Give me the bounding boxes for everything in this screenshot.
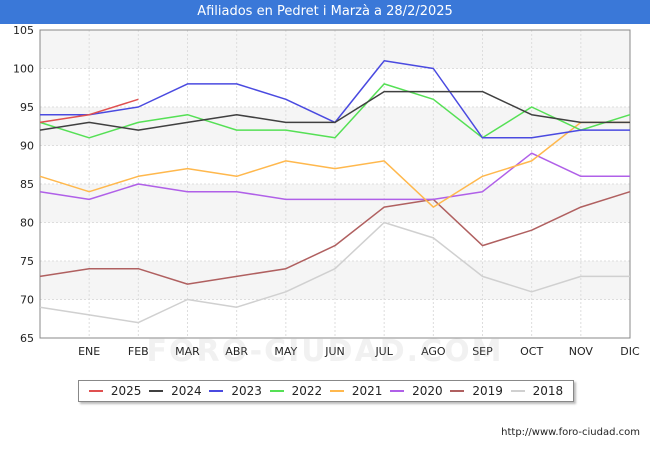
legend-swatch [149, 390, 164, 392]
x-tick-label: DIC [620, 345, 640, 358]
legend-item-2023: 2023 [209, 384, 262, 398]
y-tick-label: 65 [20, 332, 34, 345]
legend-label: 2019 [472, 384, 503, 398]
legend-label: 2021 [351, 384, 383, 398]
x-tick-label: JUN [324, 345, 345, 358]
y-tick-label: 80 [20, 217, 34, 230]
y-tick-label: 90 [20, 140, 34, 153]
y-tick-label: 70 [20, 294, 34, 307]
legend-swatch [269, 390, 284, 392]
series-line-2021 [39, 121, 630, 208]
series-line-2020 [39, 152, 630, 201]
series-lines [39, 60, 631, 324]
x-tick-label: ENE [78, 345, 100, 358]
x-tick-label: FEB [128, 345, 149, 358]
series-line-2025 [39, 98, 139, 124]
legend-swatch [510, 390, 525, 392]
source-link[interactable]: http://www.foro-ciudad.com [501, 427, 640, 438]
x-tick-label: OCT [520, 345, 543, 358]
chart-title: Afiliados en Pedret i Marzà a 28/2/2025 [0, 0, 650, 24]
legend-item-2022: 2022 [269, 384, 323, 398]
legend-item-2025: 2025 [88, 384, 142, 398]
y-tick-label: 75 [20, 255, 34, 268]
y-tick-label: 95 [20, 101, 34, 114]
legend-label: 2023 [231, 384, 262, 398]
legend-item-2020: 2020 [390, 384, 443, 398]
x-tick-label: AGO [421, 345, 446, 358]
legend-swatch [209, 390, 224, 392]
x-tick-label: JUL [374, 345, 393, 358]
x-tick-label: MAY [274, 345, 297, 358]
legend-swatch [329, 390, 344, 392]
x-tick-label: ABR [225, 345, 248, 358]
legend-swatch [88, 390, 103, 392]
x-tick-label: SEP [472, 345, 493, 358]
legend-swatch [450, 390, 465, 392]
x-tick-labels: ENE FEB MAR ABR MAY JUN JUL AGO SEP OCT NOV DIC [78, 345, 640, 358]
legend-label: 2022 [291, 384, 323, 398]
watermark: FORO-CIUDAD.COM [146, 334, 504, 369]
y-tick-label: 85 [20, 178, 34, 191]
legend: 2025 2024 2023 2022 2021 2020 2019 2018 [78, 380, 574, 402]
series-line-2018 [39, 221, 630, 324]
legend-item-2021: 2021 [329, 384, 383, 398]
x-tick-label: NOV [569, 345, 594, 358]
legend-label: 2018 [532, 384, 564, 398]
legend-item-2018: 2018 [510, 384, 564, 398]
series-line-2024 [39, 90, 630, 131]
axes [39, 29, 631, 339]
x-tick-label: MAR [175, 345, 200, 358]
y-tick-labels: 65 70 75 80 85 90 95 100 105 [13, 24, 34, 345]
legend-label: 2025 [110, 384, 142, 398]
y-tick-label: 100 [13, 63, 34, 76]
series-line-2019 [39, 190, 631, 285]
legend-label: 2020 [412, 384, 443, 398]
legend-item-2024: 2024 [149, 384, 202, 398]
plot-frame [39, 29, 631, 339]
legend-swatch [390, 390, 405, 392]
series-line-2022 [39, 83, 631, 139]
y-tick-label: 105 [13, 24, 34, 37]
legend-label: 2024 [171, 384, 202, 398]
legend-item-2019: 2019 [450, 384, 503, 398]
